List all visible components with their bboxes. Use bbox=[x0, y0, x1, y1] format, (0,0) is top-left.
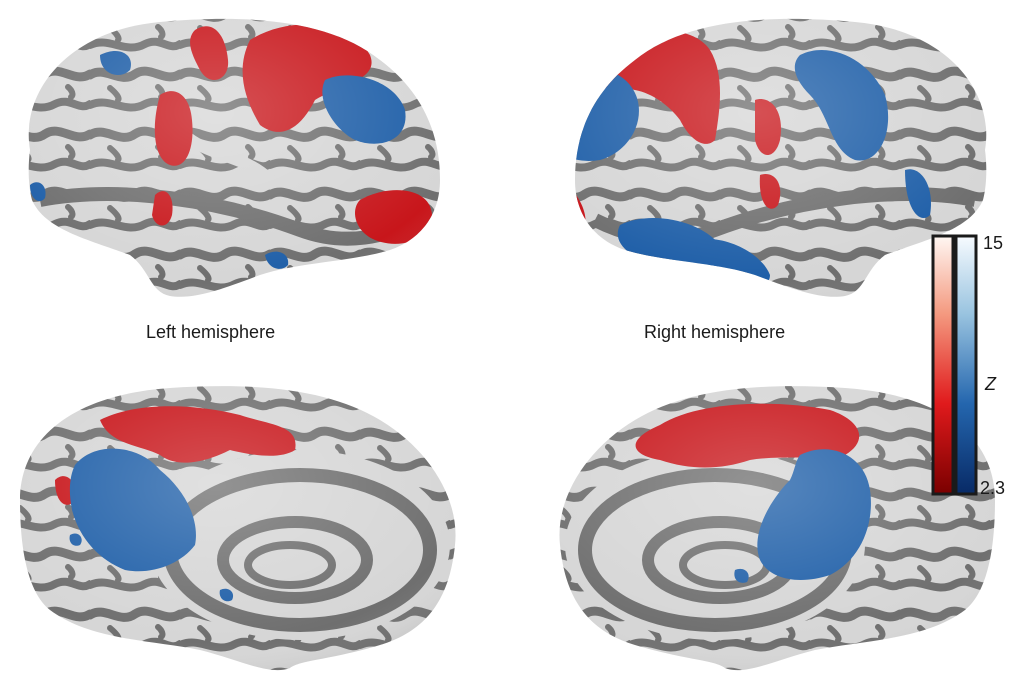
colorbar-positive bbox=[931, 234, 955, 496]
colorbar-min-label: 2.3 bbox=[980, 478, 1006, 498]
colorbar-variable-label: Z bbox=[985, 374, 996, 394]
left-lateral-view bbox=[28, 18, 441, 297]
left-hemisphere-label: Left hemisphere bbox=[146, 322, 276, 342]
colorbar-max-label: 15 bbox=[983, 233, 1004, 253]
colorbar-negative bbox=[954, 234, 978, 496]
left-medial-view bbox=[20, 386, 456, 671]
right-medial-view bbox=[545, 386, 995, 671]
right-hemisphere-label: Right hemisphere bbox=[644, 322, 786, 342]
activation-negative bbox=[545, 493, 558, 507]
colorbar bbox=[931, 234, 978, 496]
